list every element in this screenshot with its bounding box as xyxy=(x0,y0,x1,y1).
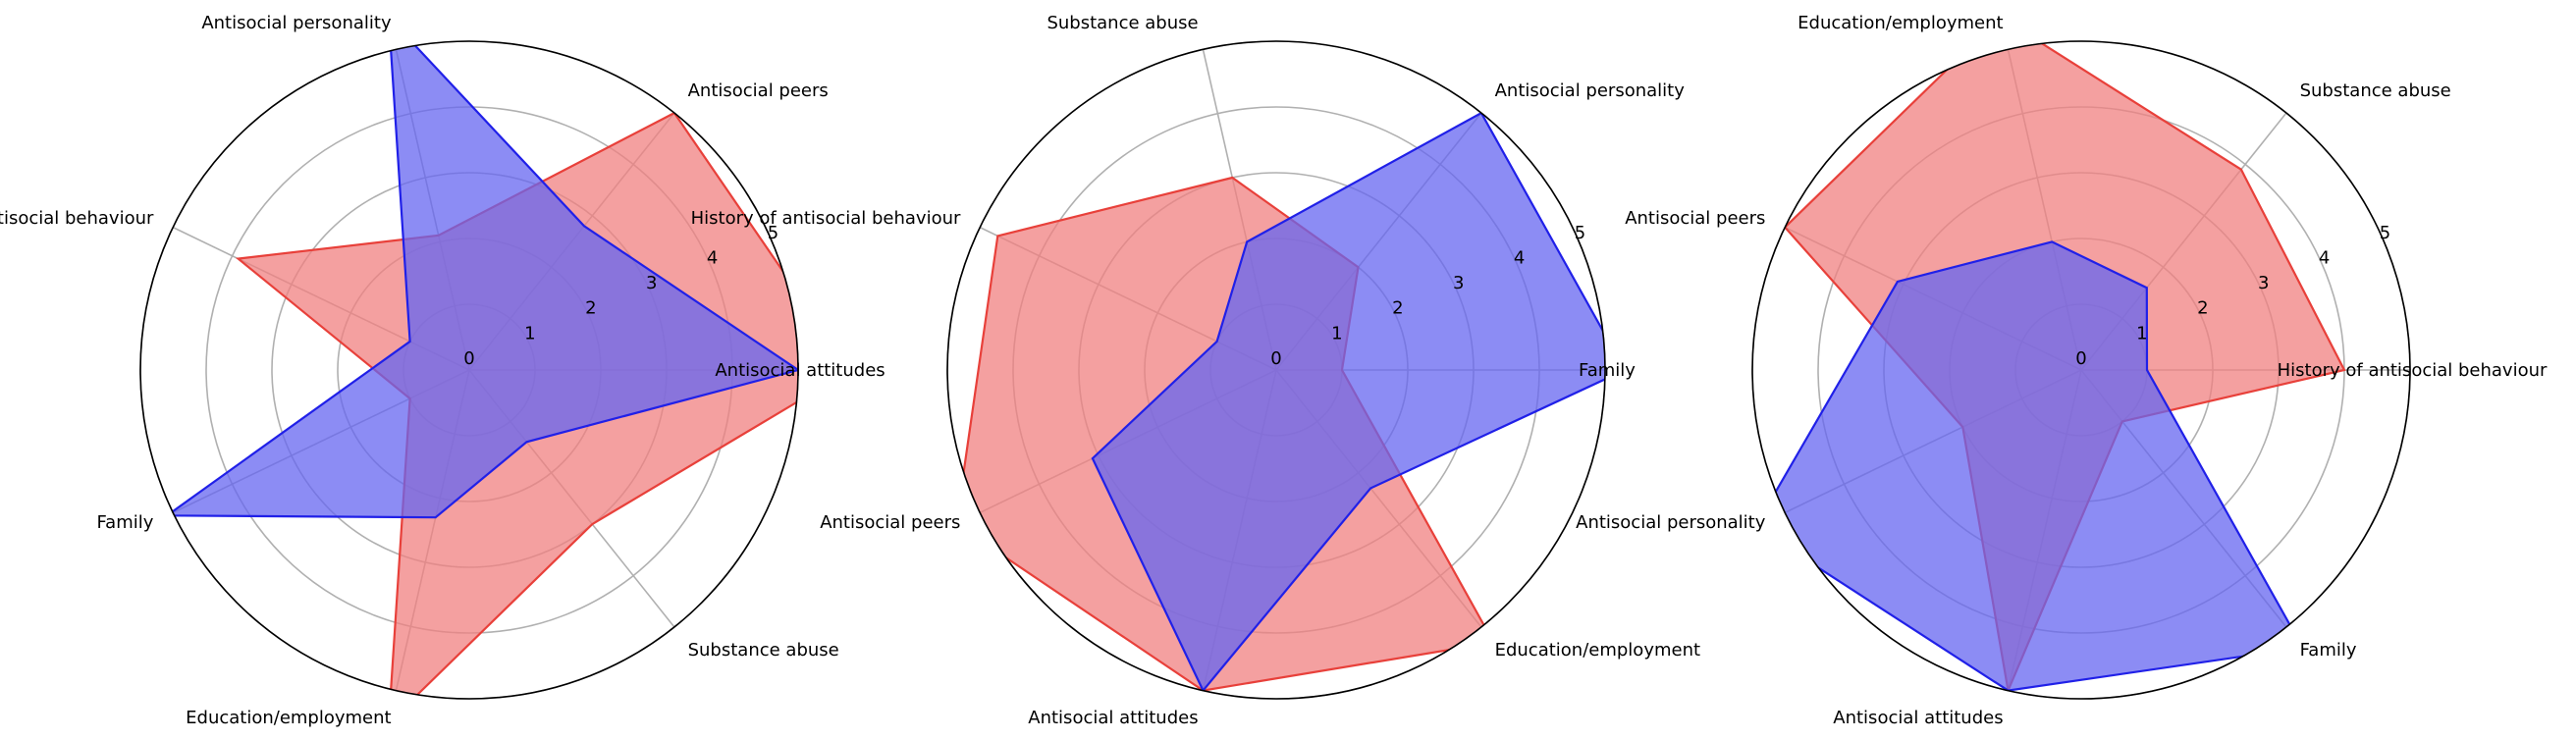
category-label: History of antisocial behaviour xyxy=(0,208,154,229)
category-label: Substance abuse xyxy=(688,640,839,661)
radar-chart-1: 0 1 2 3 4 5 Antisocial attitudes Antisocial pee… xyxy=(0,13,886,728)
radial-tick-label: 3 xyxy=(2258,273,2269,293)
radial-tick-label: 5 xyxy=(1575,223,1585,243)
series-blue-polygon xyxy=(163,41,798,519)
category-label: Antisocial attitudes xyxy=(1833,708,2003,728)
category-label: Antisocial attitudes xyxy=(1028,708,1198,728)
radial-tick-label: 1 xyxy=(2136,323,2147,344)
category-label: Family xyxy=(96,512,153,533)
category-label: Antisocial peers xyxy=(1625,208,1765,229)
category-label: Education/employment xyxy=(186,708,391,728)
polar-frame xyxy=(139,40,799,700)
category-label: History of antisocial behaviour xyxy=(2278,360,2548,381)
radial-tick-label: 2 xyxy=(1392,298,1403,319)
category-label: Substance abuse xyxy=(1046,13,1198,33)
category-label: Antisocial personality xyxy=(201,13,392,33)
radar-chart-3: 0 1 2 3 4 5 History of antisocial behaviour Sub… xyxy=(1576,13,2548,728)
category-label: Family xyxy=(2300,640,2357,661)
radial-tick-label: 4 xyxy=(707,247,718,268)
series-blue-polygon xyxy=(1091,111,1605,693)
polar-frame xyxy=(1751,40,2411,700)
radial-tick-label: 0 xyxy=(463,348,474,369)
radial-tick-label: 1 xyxy=(1331,323,1342,344)
category-label: Education/employment xyxy=(1495,640,1700,661)
radial-tick-label: 4 xyxy=(1514,247,1525,268)
radial-tick-label: 0 xyxy=(2075,348,2086,369)
category-label: Education/employment xyxy=(1798,13,2003,33)
category-label: Antisocial attitudes xyxy=(715,360,885,381)
radial-tick-label: 5 xyxy=(768,223,778,243)
category-label: Substance abuse xyxy=(2300,80,2451,101)
radial-tick-label: 2 xyxy=(2197,298,2208,319)
radial-tick-label: 3 xyxy=(646,273,657,293)
radar-chart-2: 0 1 2 3 4 5 Family Antisocial personality Substa… xyxy=(691,13,1700,728)
radial-tick-label: 0 xyxy=(1270,348,1281,369)
category-label: Antisocial personality xyxy=(1495,80,1686,101)
radial-tick-label: 5 xyxy=(2380,223,2390,243)
category-label: Antisocial personality xyxy=(1576,512,1766,533)
category-label: History of antisocial behaviour xyxy=(691,208,961,229)
polar-frame xyxy=(946,40,1606,700)
radial-tick-label: 1 xyxy=(524,323,535,344)
radial-tick-label: 3 xyxy=(1453,273,1464,293)
radial-tick-label: 2 xyxy=(585,298,596,319)
category-label: Antisocial peers xyxy=(820,512,960,533)
category-label: Family xyxy=(1579,360,1636,381)
radial-tick-label: 4 xyxy=(2319,247,2330,268)
category-label: Antisocial peers xyxy=(688,80,829,101)
